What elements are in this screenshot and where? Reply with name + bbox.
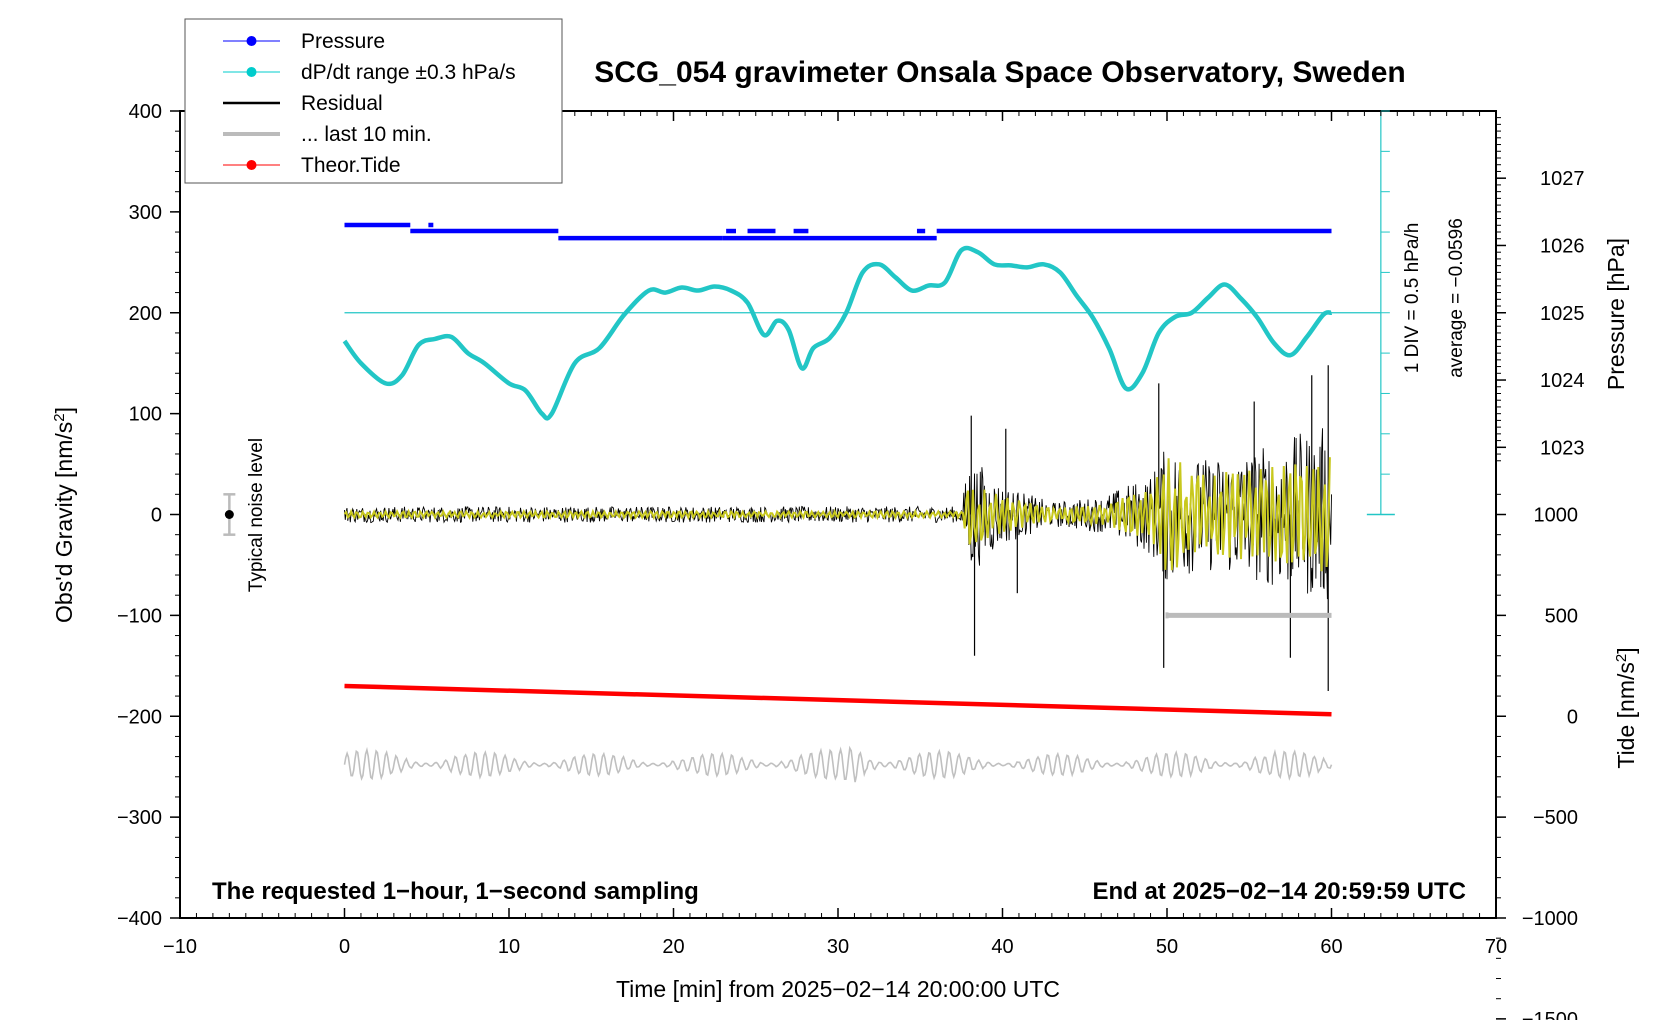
x-axis-label: Time [min] from 2025−02−14 20:00:00 UTC [616, 976, 1060, 1002]
pressure-axis-label: Pressure [hPa] [1603, 238, 1629, 390]
y-tick-label: −100 [117, 605, 162, 627]
noise-level-label: Typical noise level [246, 438, 267, 592]
x-tick-label: 30 [827, 936, 849, 958]
pressure-tick-label: 1027 [1540, 168, 1585, 190]
tide-tick-label: −500 [1533, 807, 1578, 829]
tide-tick-label: 1000 [1534, 505, 1579, 527]
tide-tick-label: 500 [1545, 605, 1578, 627]
sampling-note: The requested 1−hour, 1−second sampling [212, 878, 699, 905]
y-tick-label: −300 [117, 807, 162, 829]
tide-line [344, 683, 1332, 717]
y-tick-label: 200 [129, 303, 162, 325]
tide-axis-label: Tide [nm/s2] [1613, 647, 1639, 768]
x-tick-label: 0 [339, 936, 350, 958]
x-tick-label: 50 [1156, 936, 1178, 958]
legend-box [184, 18, 563, 184]
pressure-tick-label: 1023 [1540, 437, 1585, 459]
y-tick-label: 400 [129, 101, 162, 123]
filtered-trace [343, 457, 1331, 572]
tide-tick-label: −1000 [1522, 908, 1578, 930]
noise-point [224, 510, 234, 519]
legend-swatch-dot [246, 67, 257, 77]
legend-label: Residual [301, 92, 383, 115]
y-tick-label: 300 [129, 202, 162, 224]
x-tick-label: −10 [163, 936, 197, 958]
residual-trace [344, 428, 1332, 600]
tide-tick-label: 0 [1567, 706, 1578, 728]
legend-swatch-dot [246, 36, 257, 46]
x-tick-label: 60 [1320, 936, 1342, 958]
y-tick-label: −400 [117, 908, 162, 930]
plot-layer [223, 110, 1395, 783]
chart-title: SCG_054 gravimeter Onsala Space Observat… [594, 56, 1406, 89]
y-tick-label: 0 [151, 505, 162, 527]
y-tick-label: −200 [117, 706, 162, 728]
average-label: average = −0.0596 [1446, 218, 1467, 378]
scale-label: 1 DIV = 0.5 hPa/h [1402, 223, 1423, 374]
pressure-tick-label: 1024 [1540, 370, 1585, 392]
legend: Pressure dP/dt range ±0.3 hPa/s Residual..… [184, 18, 563, 184]
y-axis-pressure: 1027 1026 1025 1024 1023 [1496, 117, 1585, 462]
y-axis-tide: 1000 500 0 −500 −1000 −1500 [1496, 493, 1579, 1020]
y-tick-label: 100 [129, 404, 162, 426]
legend-label: ... last 10 min. [301, 123, 432, 146]
pressure-tick-label: 1025 [1540, 303, 1585, 325]
legend-label: Theor.Tide [301, 154, 401, 177]
legend-label: Pressure [301, 30, 385, 53]
end-time-note: End at 2025−02−14 20:59:59 UTC [1092, 878, 1466, 905]
y-axis-left: 400 300 200 100 0 −100 −200 −300 −400 [117, 101, 180, 930]
x-tick-label: 10 [498, 936, 520, 958]
x-tick-label: 20 [662, 936, 684, 958]
y-axis-label: Obs'd Gravity [nm/s2] [51, 407, 77, 623]
dpdt-curve [342, 245, 1333, 421]
x-tick-label: 70 [1485, 936, 1507, 958]
x-axis: −10 0 10 20 30 40 50 60 70 [163, 111, 1507, 958]
pressure-tick-label: 1026 [1540, 235, 1585, 257]
legend-label: dP/dt range ±0.3 hPa/s [301, 61, 516, 84]
x-tick-label: 40 [991, 936, 1013, 958]
legend-swatch-dot [246, 160, 257, 170]
microseism-trace [343, 745, 1333, 783]
tide-tick-label: −1500 [1522, 1009, 1578, 1020]
